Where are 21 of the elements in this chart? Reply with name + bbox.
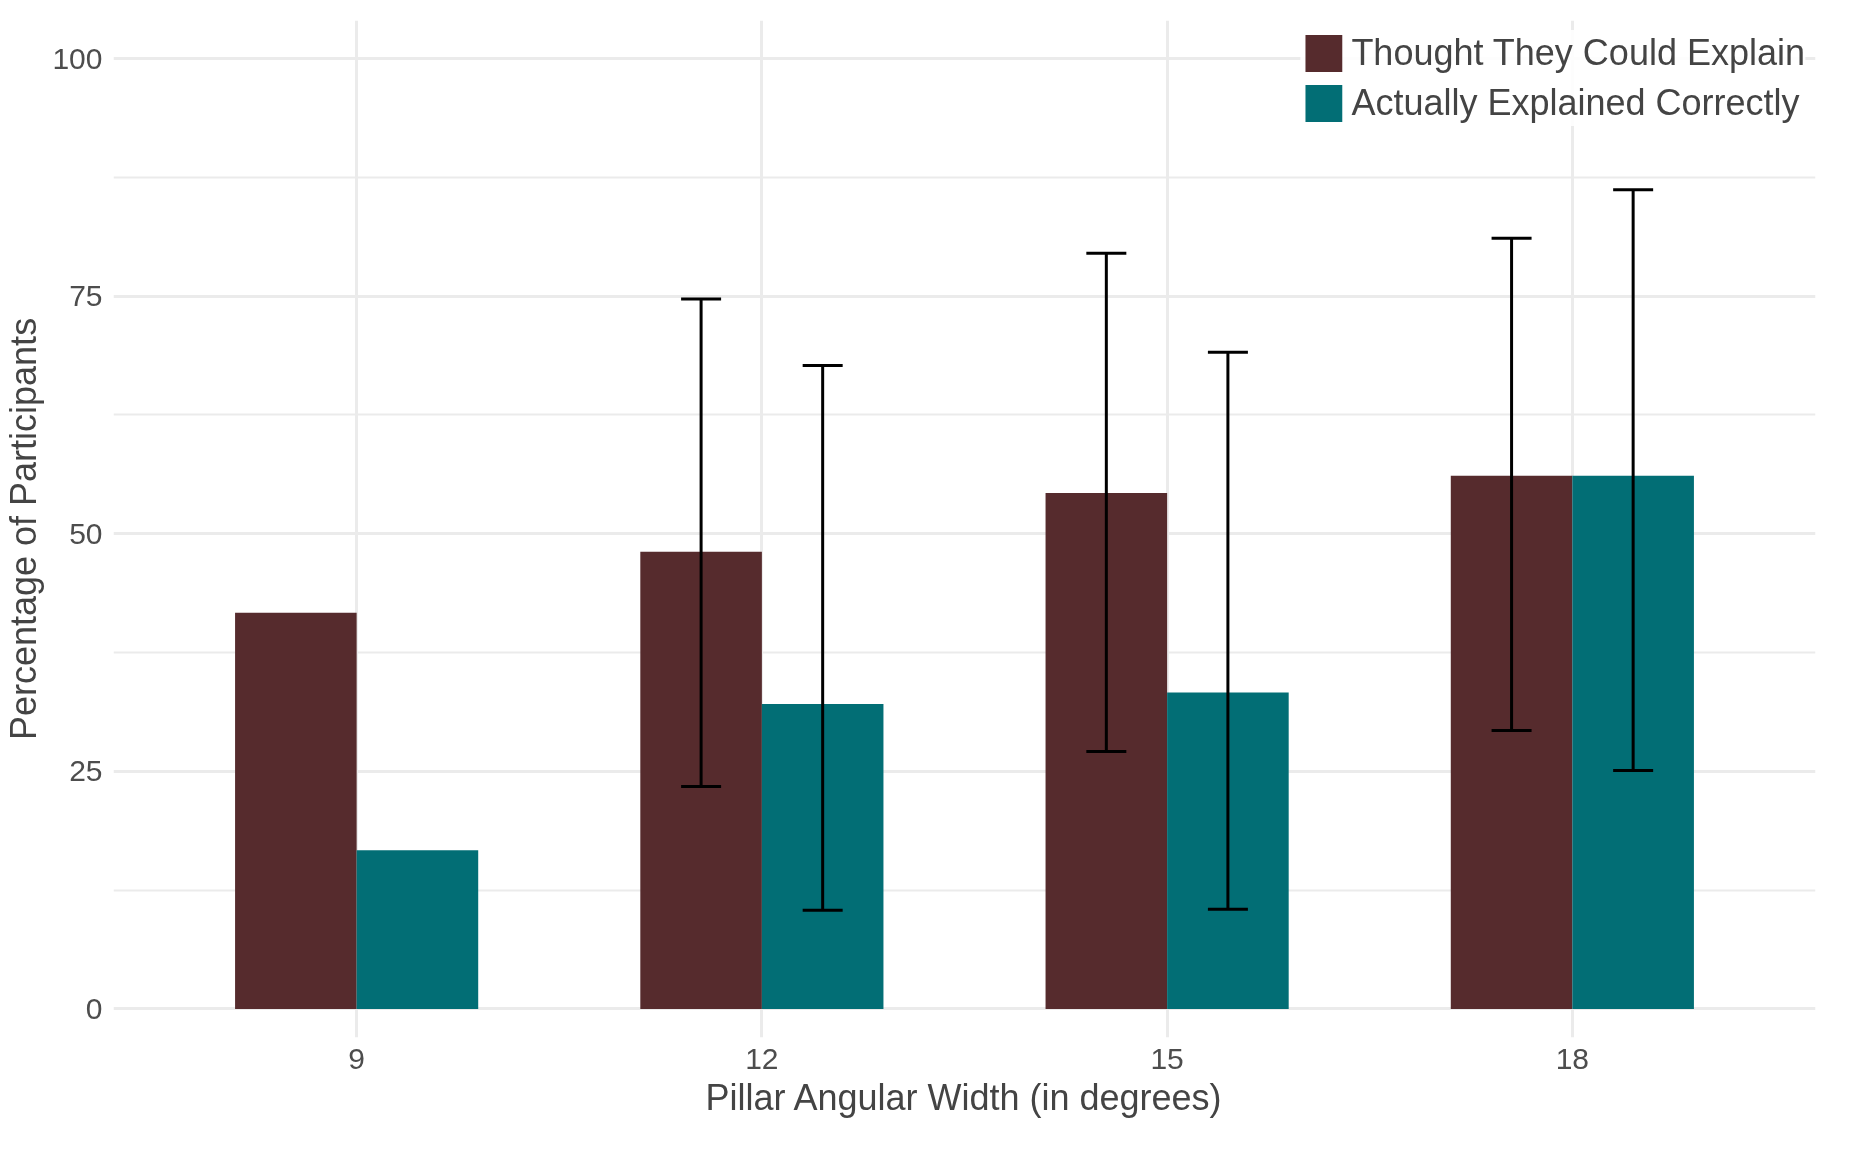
x-axis-title: Pillar Angular Width (in degrees) (705, 1076, 1222, 1118)
bar (1450, 475, 1573, 1009)
bar (640, 551, 762, 1009)
y-tick-label: 25 (69, 754, 103, 788)
bar (1045, 492, 1168, 1009)
bar (1572, 475, 1694, 1009)
bar (235, 612, 357, 1009)
legend-label: Actually Explained Correctly (1351, 82, 1800, 124)
x-tick-label: 9 (348, 1041, 365, 1075)
y-axis-title: Percentage of Participants (3, 317, 45, 741)
y-tick-label: 100 (52, 41, 103, 75)
bar (1167, 692, 1289, 1009)
bar (761, 703, 884, 1009)
y-tick-label: 0 (85, 991, 103, 1025)
x-tick-label: 18 (1555, 1041, 1590, 1075)
legend-label: Thought They Could Explain (1351, 32, 1805, 74)
y-tick-label: 50 (69, 516, 103, 550)
y-tick-label: 75 (69, 279, 103, 313)
x-tick-label: 15 (1150, 1041, 1184, 1075)
x-tick-label: 12 (745, 1041, 779, 1075)
bar (356, 850, 479, 1009)
